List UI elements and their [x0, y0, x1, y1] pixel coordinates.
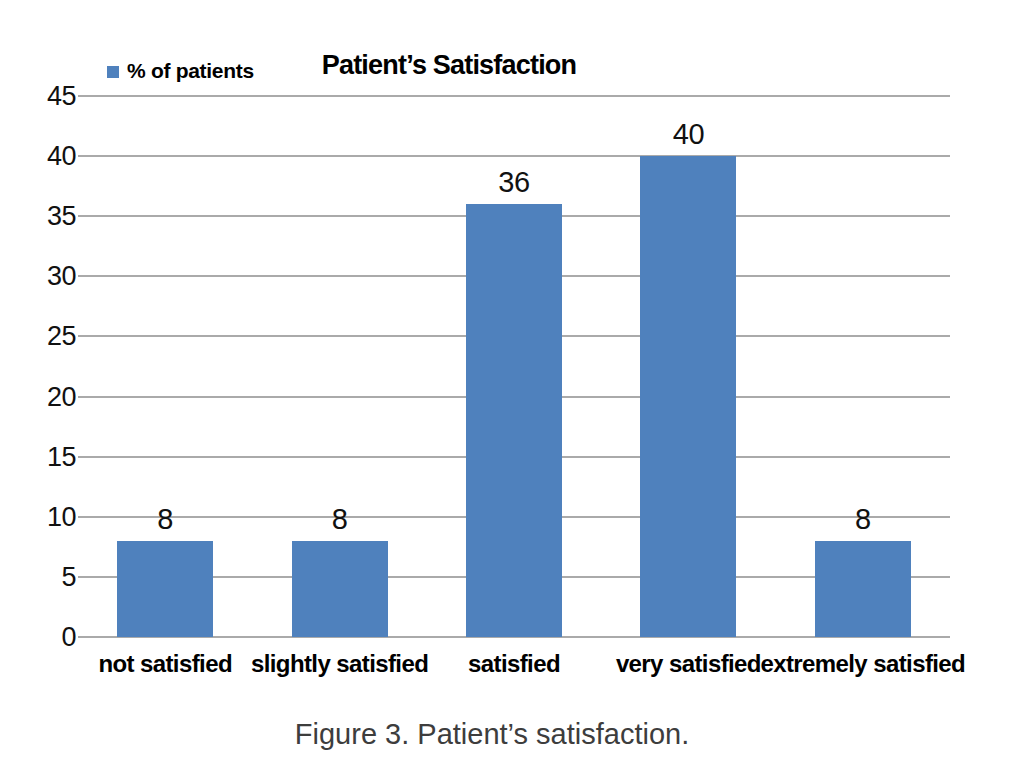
x-axis-category-label: extremely satisfied	[760, 650, 965, 678]
x-axis-category-label: slightly satisfied	[251, 650, 428, 678]
y-axis-tick-label: 20	[14, 381, 76, 412]
x-axis-category-label: very satisfied	[616, 650, 761, 678]
y-axis-tick-label: 5	[14, 561, 76, 592]
bar-very-satisfied	[640, 156, 736, 637]
bar-not-satisfied	[117, 541, 213, 637]
legend-label: % of patients	[127, 59, 254, 83]
bar-value-label: 36	[498, 166, 529, 199]
y-axis-tick-label: 25	[14, 321, 76, 352]
bar-value-label: 8	[157, 503, 173, 536]
figure-caption: Figure 3. Patient’s satisfaction.	[295, 718, 689, 751]
bar-slightly-satisfied	[292, 541, 388, 637]
y-axis-tick-label: 30	[14, 261, 76, 292]
x-axis-category-label: satisfied	[468, 650, 560, 678]
y-axis-tick-label: 0	[14, 622, 76, 653]
bar-satisfied	[466, 204, 562, 637]
gridline	[78, 155, 950, 157]
bar-value-label: 40	[673, 118, 704, 151]
legend-swatch-icon	[107, 66, 119, 78]
legend: % of patients	[107, 59, 254, 83]
y-axis-tick-label: 15	[14, 441, 76, 472]
gridline	[78, 95, 950, 97]
y-axis-tick-label: 10	[14, 501, 76, 532]
y-axis-tick-label: 35	[14, 201, 76, 232]
y-axis-tick-label: 40	[14, 141, 76, 172]
chart-title: Patient’s Satisfaction	[322, 50, 576, 81]
x-axis-category-label: not satisfied	[98, 650, 232, 678]
bar-extremely-satisfied	[815, 541, 911, 637]
bar-value-label: 8	[332, 503, 348, 536]
bar-value-label: 8	[855, 503, 871, 536]
chart-figure: % of patients Patient’s Satisfaction Fig…	[0, 0, 1011, 783]
y-axis-tick-label: 45	[14, 81, 76, 112]
